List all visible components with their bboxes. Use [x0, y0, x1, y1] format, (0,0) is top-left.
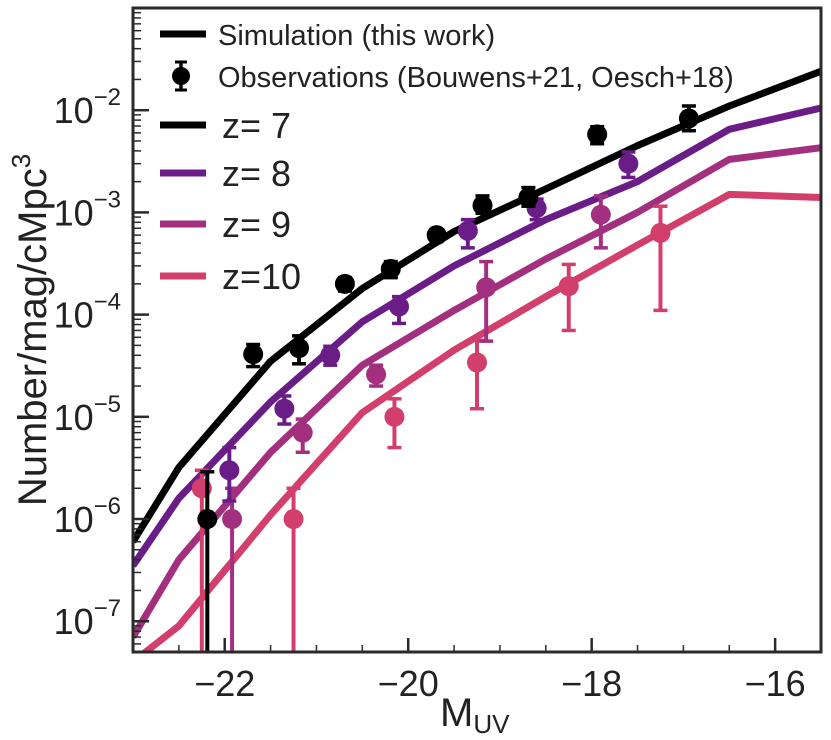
- data-point: [650, 222, 671, 243]
- data-point: [426, 225, 447, 246]
- series-z10: [139, 190, 821, 652]
- legend-label-z7: z= 7: [222, 105, 291, 146]
- series-line: [139, 190, 821, 652]
- data-point: [472, 195, 493, 216]
- legend: Simulation (this work) Observations (Bouw…: [160, 20, 734, 297]
- legend-observation-marker: [172, 67, 190, 85]
- series-points-z8: [219, 150, 639, 503]
- series-points-z9: [222, 194, 611, 652]
- data-point: [518, 187, 539, 208]
- axis-ticks: −22 −20 −18 −16 10−7 10−6 10−5 10−4 10−3 10−2: [54, 11, 822, 704]
- y-tick-label: 10−6: [54, 493, 121, 540]
- data-point: [243, 344, 264, 365]
- y-tick-label: 10−3: [54, 186, 121, 233]
- y-axis-label: Number/mag/cMpc3: [6, 154, 55, 506]
- data-point: [590, 204, 611, 225]
- data-point: [320, 345, 341, 366]
- x-axis-label: MUV: [440, 691, 510, 739]
- data-point: [618, 153, 639, 174]
- series-line: [133, 104, 821, 568]
- legend-label-z9: z= 9: [222, 204, 291, 245]
- series-z8: [133, 104, 821, 568]
- data-point: [678, 108, 699, 129]
- y-axis-label-superscript: 3: [6, 154, 36, 168]
- data-point: [558, 276, 579, 297]
- x-tick-label: −18: [561, 663, 622, 704]
- series-points-z7: [197, 104, 699, 652]
- legend-observations-label: Observations (Bouwens+21, Oesch+18): [218, 62, 734, 94]
- data-point: [292, 422, 313, 443]
- data-point: [366, 364, 387, 385]
- data-point: [222, 509, 243, 530]
- x-tick-label: −22: [194, 663, 255, 704]
- data-point: [476, 277, 497, 298]
- series-layer: [133, 68, 821, 652]
- data-point: [334, 273, 355, 294]
- data-point: [389, 296, 410, 317]
- data-point: [219, 460, 240, 481]
- x-axis-label-main: M: [440, 691, 473, 735]
- y-tick-label: 10−5: [54, 391, 121, 438]
- y-tick-label: 10−4: [54, 289, 121, 336]
- data-point: [380, 258, 401, 279]
- data-point: [467, 352, 487, 373]
- series-points-z10: [191, 204, 671, 652]
- data-point: [274, 398, 295, 419]
- data-point: [457, 220, 478, 241]
- legend-label-z10: z=10: [222, 256, 301, 297]
- data-point: [197, 509, 218, 530]
- data-point: [587, 124, 608, 145]
- x-tick-label: −16: [745, 663, 806, 704]
- x-axis-label-subscript: UV: [473, 709, 510, 739]
- legend-label-z8: z= 8: [222, 153, 291, 194]
- data-point: [283, 509, 304, 530]
- x-tick-label: −20: [378, 663, 439, 704]
- y-axis-label-main: Number/mag/cMpc: [11, 168, 55, 506]
- y-tick-label: 10−2: [54, 84, 121, 131]
- data-point: [384, 406, 405, 427]
- legend-simulation-label: Simulation (this work): [218, 20, 495, 52]
- data-point: [289, 338, 310, 359]
- y-tick-label: 10−7: [54, 595, 121, 642]
